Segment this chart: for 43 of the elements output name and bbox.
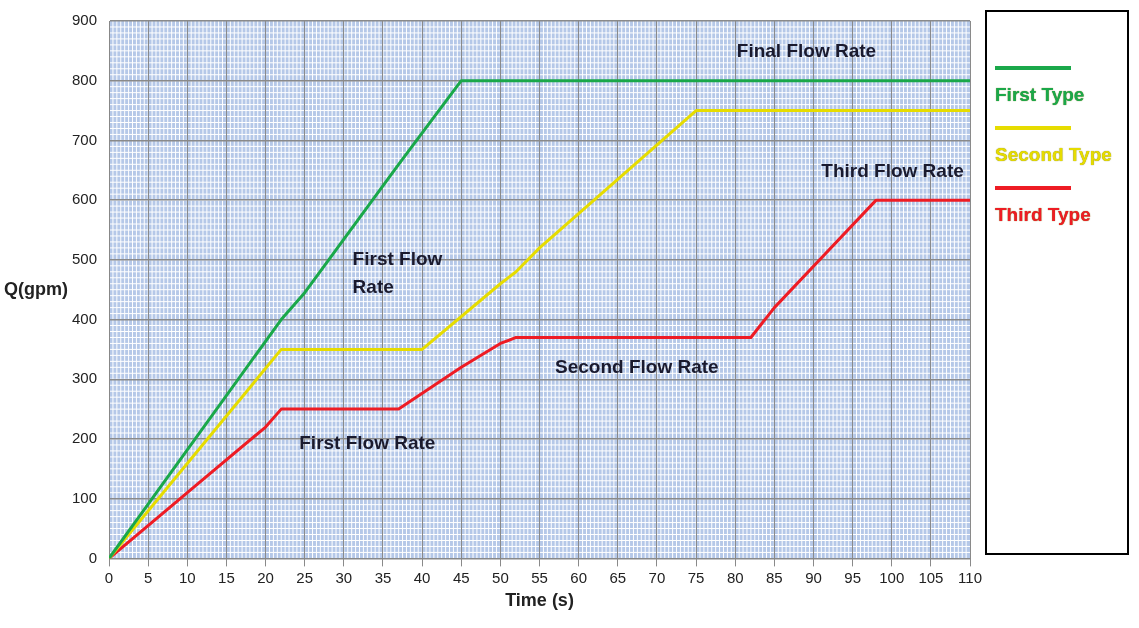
x-tick-label: 50: [492, 568, 509, 586]
x-axis-title: Time (s): [505, 590, 574, 611]
x-tick-label: 85: [766, 568, 783, 586]
x-tick-label: 40: [413, 568, 431, 586]
x-tick-label: 25: [296, 568, 314, 586]
y-tick-label: 400: [72, 309, 98, 327]
legend-label: Third Type: [995, 204, 1092, 226]
x-tick-label: 65: [609, 568, 627, 586]
annotation: Final Flow Rate: [736, 39, 877, 61]
x-tick-label: 30: [335, 568, 353, 586]
x-tick-label: 55: [531, 568, 548, 586]
y-tick-label: 300: [72, 369, 98, 387]
y-tick-label: 700: [72, 130, 98, 148]
y-tick-label: 900: [72, 11, 98, 29]
x-tick-label: 95: [844, 568, 861, 586]
legend-label: Second Type: [995, 144, 1113, 166]
x-tick-label: 10: [178, 568, 196, 586]
x-tick-label: 80: [726, 568, 744, 586]
y-tick-label: 800: [72, 70, 98, 88]
annotation: Second Flow Rate: [555, 355, 719, 377]
y-tick-label: 200: [72, 429, 98, 447]
x-tick-label: 110: [958, 568, 982, 586]
x-tick-label: 90: [805, 568, 822, 586]
y-tick-label: 500: [72, 249, 98, 267]
x-tick-label: 70: [648, 568, 666, 586]
annotation: First Flow Rate: [352, 247, 443, 297]
x-tick-label: 35: [374, 568, 392, 586]
x-tick-label: 45: [452, 568, 470, 586]
legend-label: First Type: [995, 84, 1086, 106]
y-tick-label: 100: [72, 488, 98, 506]
x-tick-label: 75: [687, 568, 705, 586]
y-tick-label: 600: [72, 190, 98, 208]
x-tick-label: 60: [570, 568, 588, 586]
x-tick-label: 5: [143, 568, 153, 586]
x-tick-label: 100: [879, 568, 905, 586]
x-tick-label: 105: [918, 568, 944, 586]
annotation: First Flow Rate: [299, 432, 436, 454]
x-tick-label: 0: [104, 568, 114, 586]
annotation: Third Flow Rate: [821, 159, 964, 181]
x-tick-label: 20: [257, 568, 274, 586]
y-axis-title: Q(gpm): [4, 278, 68, 299]
x-tick-label: 15: [218, 568, 235, 586]
y-tick-label: 0: [88, 548, 98, 566]
